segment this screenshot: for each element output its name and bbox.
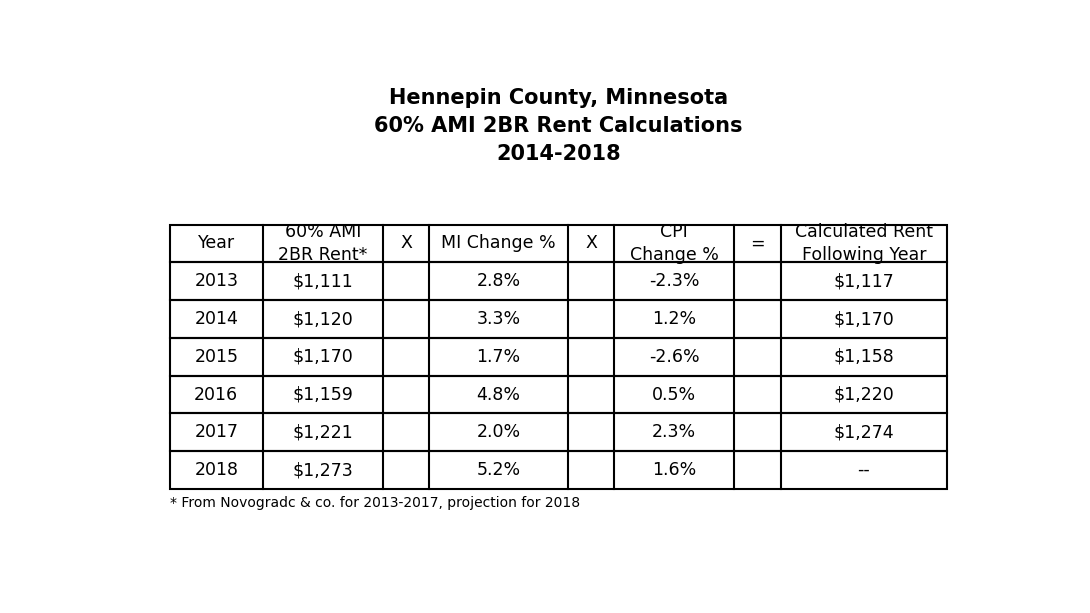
Text: 5.2%: 5.2% <box>476 461 521 479</box>
Text: $1,111: $1,111 <box>292 272 353 290</box>
Text: 1.7%: 1.7% <box>476 348 521 366</box>
Text: $1,158: $1,158 <box>834 348 894 366</box>
Text: * From Novogradc & co. for 2013-2017, projection for 2018: * From Novogradc & co. for 2013-2017, pr… <box>170 496 580 510</box>
Text: X: X <box>400 235 412 253</box>
Text: =: = <box>750 235 765 253</box>
Text: $1,159: $1,159 <box>292 386 353 403</box>
Text: X: X <box>585 235 597 253</box>
Text: 2.3%: 2.3% <box>652 424 697 441</box>
Text: 1.6%: 1.6% <box>652 461 697 479</box>
Bar <box>170 338 947 376</box>
Text: $1,273: $1,273 <box>292 461 353 479</box>
Bar <box>170 413 947 451</box>
Text: $1,274: $1,274 <box>834 424 894 441</box>
Text: -2.3%: -2.3% <box>649 272 700 290</box>
Text: CPI
Change %: CPI Change % <box>630 223 718 264</box>
Text: 2015: 2015 <box>194 348 239 366</box>
Text: 2014: 2014 <box>194 310 239 328</box>
Text: $1,221: $1,221 <box>292 424 353 441</box>
Text: 3.3%: 3.3% <box>476 310 521 328</box>
Text: $1,120: $1,120 <box>292 310 353 328</box>
Text: 4.8%: 4.8% <box>476 386 521 403</box>
Text: Year: Year <box>197 235 234 253</box>
Text: --: -- <box>858 461 870 479</box>
Bar <box>170 300 947 338</box>
Text: Hennepin County, Minnesota
60% AMI 2BR Rent Calculations
2014-2018: Hennepin County, Minnesota 60% AMI 2BR R… <box>374 88 743 164</box>
Text: 2013: 2013 <box>194 272 239 290</box>
Text: 2.0%: 2.0% <box>476 424 521 441</box>
Text: -2.6%: -2.6% <box>649 348 700 366</box>
Text: $1,170: $1,170 <box>834 310 894 328</box>
Text: MI Change %: MI Change % <box>441 235 556 253</box>
Text: $1,170: $1,170 <box>292 348 353 366</box>
Text: $1,117: $1,117 <box>834 272 894 290</box>
Bar <box>170 262 947 300</box>
Text: 2017: 2017 <box>194 424 239 441</box>
Text: 1.2%: 1.2% <box>652 310 697 328</box>
Text: 0.5%: 0.5% <box>652 386 697 403</box>
Text: Calculated Rent
Following Year: Calculated Rent Following Year <box>795 223 933 264</box>
Text: 60% AMI
2BR Rent*: 60% AMI 2BR Rent* <box>278 223 367 264</box>
Bar <box>170 376 947 413</box>
Text: 2018: 2018 <box>194 461 239 479</box>
Text: 2016: 2016 <box>194 386 239 403</box>
Bar <box>170 451 947 489</box>
Text: $1,220: $1,220 <box>834 386 894 403</box>
Bar <box>170 224 947 262</box>
Text: 2.8%: 2.8% <box>476 272 521 290</box>
